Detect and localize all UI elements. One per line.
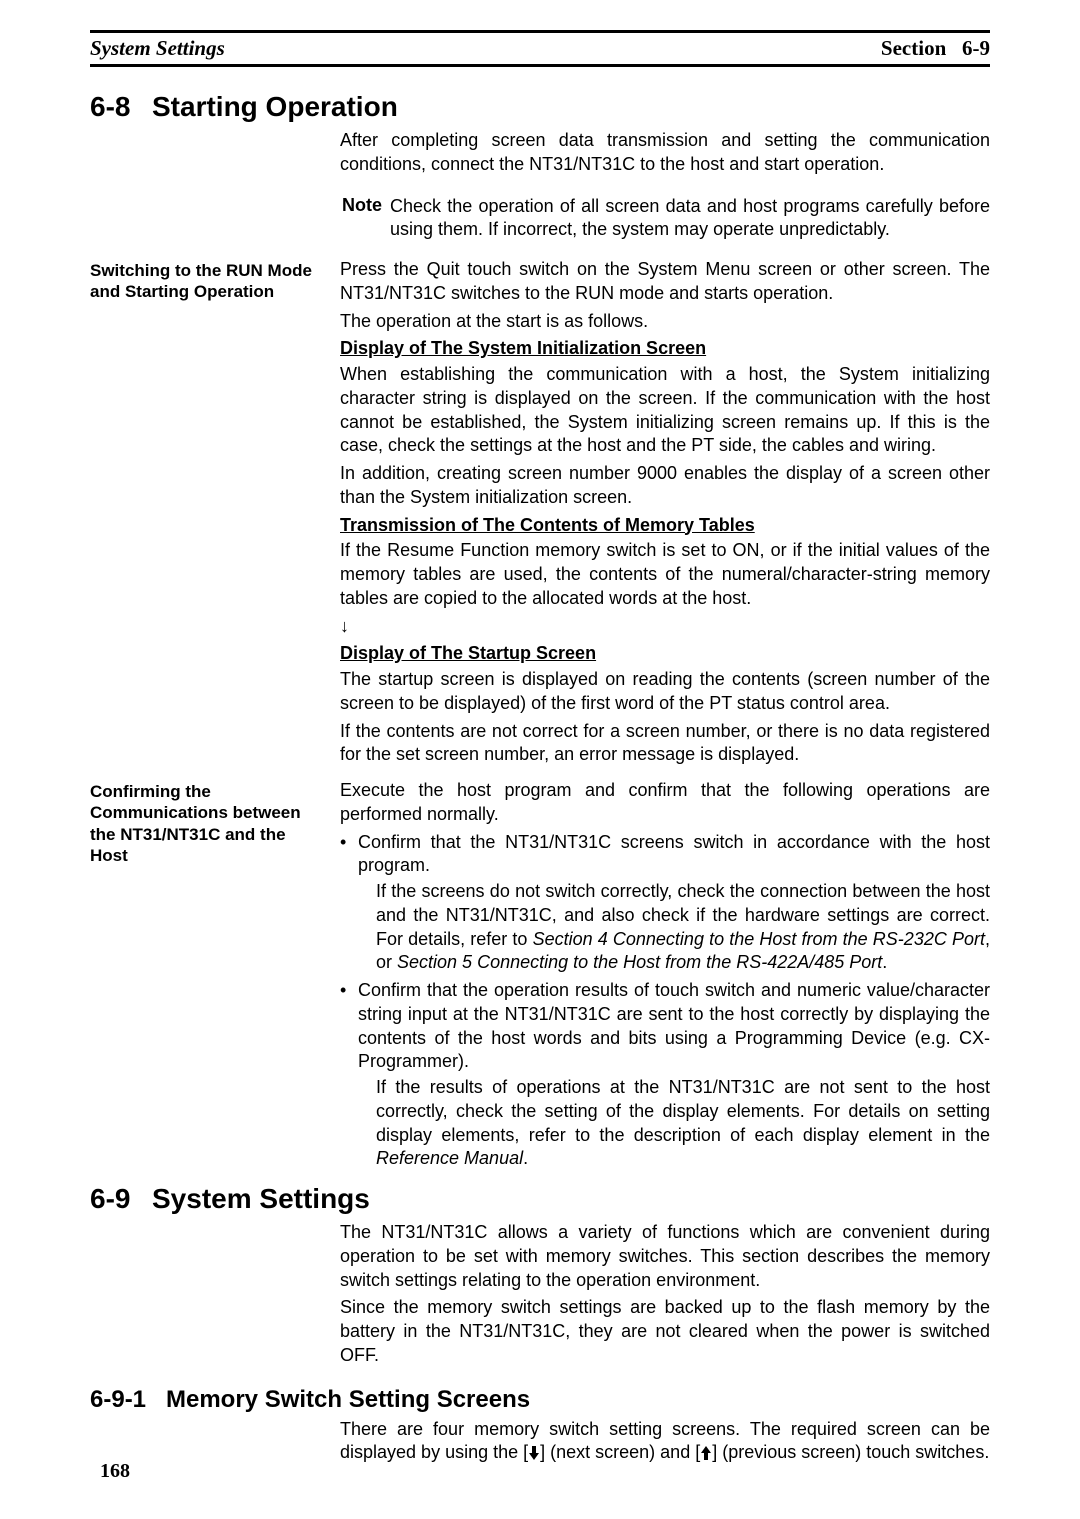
section-6-8-heading: 6-8 Starting Operation bbox=[90, 91, 990, 123]
page-number: 168 bbox=[100, 1460, 130, 1483]
subhead-memory-tables: Transmission of The Contents of Memory T… bbox=[340, 514, 990, 538]
text-run: If the results of operations at the NT31… bbox=[376, 1077, 990, 1145]
header-right: Section 6-9 bbox=[881, 36, 990, 61]
paragraph: There are four memory switch setting scr… bbox=[340, 1418, 990, 1468]
paragraph: In addition, creating screen number 9000… bbox=[340, 462, 990, 510]
paragraph: Execute the host program and confirm tha… bbox=[340, 779, 990, 827]
text-run: ] (previous screen) touch switches. bbox=[712, 1442, 989, 1462]
paragraph: The operation at the start is as follows… bbox=[340, 310, 990, 334]
bullet-item: • Confirm that the operation results of … bbox=[340, 979, 990, 1074]
bullet-item: • Confirm that the NT31/NT31C screens sw… bbox=[340, 831, 990, 879]
section-title: Starting Operation bbox=[152, 91, 398, 123]
italic-ref: Reference Manual bbox=[376, 1148, 523, 1168]
paragraph: The startup screen is displayed on readi… bbox=[340, 668, 990, 716]
bullet-text: Confirm that the NT31/NT31C screens swit… bbox=[358, 831, 990, 879]
paragraph: Since the memory switch settings are bac… bbox=[340, 1296, 990, 1367]
header-section-number: 6-9 bbox=[962, 36, 990, 60]
subsection-number: 6-9-1 bbox=[90, 1386, 166, 1414]
bullet-dot: • bbox=[340, 831, 358, 879]
italic-ref: Section 5 Connecting to the Host from th… bbox=[397, 952, 882, 972]
paragraph: If the Resume Function memory switch is … bbox=[340, 539, 990, 610]
text-run: . bbox=[882, 952, 887, 972]
paragraph: If the contents are not correct for a sc… bbox=[340, 720, 990, 768]
subhead-startup-screen: Display of The Startup Screen bbox=[340, 642, 990, 666]
header-left: System Settings bbox=[90, 36, 225, 61]
italic-ref: Section 4 Connecting to the Host from th… bbox=[533, 929, 985, 949]
subsection-6-9-1-heading: 6-9-1 Memory Switch Setting Screens bbox=[90, 1386, 990, 1414]
bullet-sub: If the screens do not switch correctly, … bbox=[376, 880, 990, 975]
paragraph: Press the Quit touch switch on the Syste… bbox=[340, 258, 990, 306]
down-arrow-key-icon bbox=[528, 1443, 540, 1467]
note-body: Check the operation of all screen data a… bbox=[390, 195, 990, 243]
section-number: 6-8 bbox=[90, 91, 152, 123]
text-run: . bbox=[523, 1148, 528, 1168]
note-label: Note bbox=[340, 195, 390, 216]
page-header: System Settings Section 6-9 bbox=[90, 30, 990, 67]
bullet-sub: If the results of operations at the NT31… bbox=[376, 1076, 990, 1171]
section-title: System Settings bbox=[152, 1183, 370, 1215]
bullet-dot: • bbox=[340, 979, 358, 1074]
text-run: ] (next screen) and [ bbox=[540, 1442, 700, 1462]
subhead-system-init: Display of The System Initialization Scr… bbox=[340, 337, 990, 361]
paragraph: When establishing the communication with… bbox=[340, 363, 990, 458]
bullet-text: Confirm that the operation results of to… bbox=[358, 979, 990, 1074]
intro-paragraph: After completing screen data transmissio… bbox=[340, 129, 990, 177]
sidehead-confirming-comm: Confirming the Communications between th… bbox=[90, 779, 320, 1175]
section-number: 6-9 bbox=[90, 1183, 152, 1215]
sidehead-switching-run: Switching to the RUN Mode and Starting O… bbox=[90, 258, 320, 771]
section-6-9-heading: 6-9 System Settings bbox=[90, 1183, 990, 1215]
paragraph: The NT31/NT31C allows a variety of funct… bbox=[340, 1221, 990, 1292]
subsection-title: Memory Switch Setting Screens bbox=[166, 1386, 530, 1414]
up-arrow-key-icon bbox=[700, 1443, 712, 1467]
header-section-label: Section bbox=[881, 36, 946, 60]
down-arrow-icon: ↓ bbox=[340, 615, 990, 639]
